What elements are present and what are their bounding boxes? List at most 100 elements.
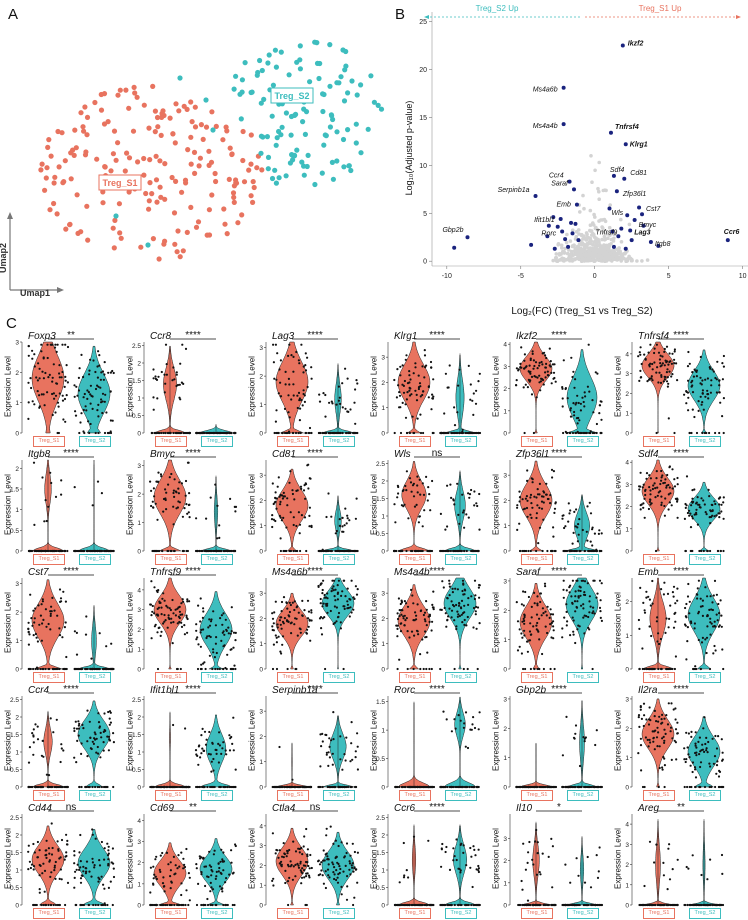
violin-point-s1 bbox=[62, 418, 64, 420]
violin-point-s2 bbox=[85, 405, 87, 407]
violin-point-s1 bbox=[174, 478, 176, 480]
violin-point-s1 bbox=[667, 376, 669, 378]
violin-point-s2 bbox=[98, 721, 100, 723]
violin-point-s1 bbox=[65, 656, 67, 658]
umap-point-s1 bbox=[153, 129, 158, 134]
violin-point-s1 bbox=[52, 731, 54, 733]
violin-point-s2 bbox=[443, 432, 445, 434]
violin-point-s2 bbox=[474, 727, 476, 729]
violin-point-s1 bbox=[64, 398, 66, 400]
violin-point-s1 bbox=[175, 432, 177, 434]
violin-point-s2 bbox=[702, 499, 704, 501]
violin-point-s1 bbox=[306, 357, 308, 359]
violin-point-s1 bbox=[300, 632, 302, 634]
violin-point-s1 bbox=[672, 591, 674, 593]
violin-point-s1 bbox=[36, 786, 38, 788]
violin-point-s2 bbox=[456, 483, 458, 485]
volcano-point-sig bbox=[563, 237, 567, 241]
violin-point-s2 bbox=[342, 517, 344, 519]
umap-point-s1 bbox=[111, 151, 116, 156]
violin-point-s2 bbox=[714, 432, 716, 434]
violin-point-s1 bbox=[164, 383, 166, 385]
volcano-point-nonsig bbox=[583, 236, 587, 240]
violin-point-s2 bbox=[331, 402, 333, 404]
violin-point-s1 bbox=[278, 368, 280, 370]
violin-point-s2 bbox=[214, 668, 216, 670]
violin-point-s2 bbox=[90, 403, 92, 405]
violin-point-s1 bbox=[153, 586, 155, 588]
violin-point-s1 bbox=[150, 490, 152, 492]
violin-point-s2 bbox=[723, 366, 725, 368]
violin-point-s2 bbox=[229, 749, 231, 751]
umap-point-s2 bbox=[259, 101, 264, 106]
violin-point-s1 bbox=[288, 344, 290, 346]
violin-point-s1 bbox=[181, 482, 183, 484]
violin-point-s2 bbox=[231, 630, 233, 632]
violin-point-s1 bbox=[414, 611, 416, 613]
violin-point-s2 bbox=[455, 728, 457, 730]
violin-point-s1 bbox=[549, 494, 551, 496]
violin-point-s1 bbox=[658, 372, 660, 374]
violin-point-s2 bbox=[455, 550, 457, 552]
violin-point-s2 bbox=[200, 631, 202, 633]
violin-point-s2 bbox=[475, 606, 477, 608]
violin-ytick-label: 1 bbox=[259, 402, 263, 409]
violin-ytick-label: 1 bbox=[15, 507, 19, 514]
violin-point-s1 bbox=[525, 365, 527, 367]
violin-point-s2 bbox=[219, 786, 221, 788]
violin-point-s1 bbox=[428, 493, 430, 495]
volcano-ytick-label: 5 bbox=[423, 211, 427, 218]
umap-point-s2 bbox=[203, 97, 208, 102]
violin-point-s2 bbox=[687, 397, 689, 399]
violin-point-s1 bbox=[671, 353, 673, 355]
violin-point-s2 bbox=[337, 598, 339, 600]
violin-point-s1 bbox=[66, 668, 68, 670]
violin-ytick-label: 2 bbox=[503, 386, 507, 393]
violin-point-s2 bbox=[94, 739, 96, 741]
umap-point-s1 bbox=[80, 124, 85, 129]
violin-point-s1 bbox=[304, 484, 306, 486]
violin-point-s2 bbox=[463, 624, 465, 626]
violin-point-s2 bbox=[210, 497, 212, 499]
violin-point-s2 bbox=[76, 395, 78, 397]
violin-point-s2 bbox=[113, 372, 115, 374]
violin-point-s2 bbox=[109, 668, 111, 670]
violin-point-s2 bbox=[216, 550, 218, 552]
violin-point-s2 bbox=[573, 414, 575, 416]
violin-point-s2 bbox=[327, 786, 329, 788]
violin-point-s1 bbox=[405, 417, 407, 419]
violin-point-s2 bbox=[210, 618, 212, 620]
violin-point-s1 bbox=[544, 583, 546, 585]
violin-point-s2 bbox=[449, 484, 451, 486]
umap-point-s1 bbox=[99, 108, 104, 113]
violin-point-s2 bbox=[463, 722, 465, 724]
umap-point-s2 bbox=[265, 60, 270, 65]
violin-point-s2 bbox=[97, 746, 99, 748]
violin-point-s1 bbox=[180, 602, 182, 604]
violin-point-s1 bbox=[545, 363, 547, 365]
violin-point-s1 bbox=[152, 507, 154, 509]
violin-point-s2 bbox=[333, 623, 335, 625]
violin-point-s1 bbox=[416, 394, 418, 396]
violin-point-s1 bbox=[53, 398, 55, 400]
volcano-point-nonsig bbox=[619, 218, 623, 222]
violin-point-s2 bbox=[454, 668, 456, 670]
violin-point-s1 bbox=[175, 786, 177, 788]
violin-point-s2 bbox=[225, 550, 227, 552]
volcano-point-nonsig bbox=[595, 255, 599, 259]
violin-point-s1 bbox=[29, 746, 31, 748]
violin-point-s2 bbox=[338, 612, 340, 614]
violin-point-s2 bbox=[465, 513, 467, 515]
umap-point-s1 bbox=[51, 201, 56, 206]
violin-point-s1 bbox=[422, 390, 424, 392]
violin-point-s1 bbox=[272, 668, 274, 670]
violin-point-s1 bbox=[404, 600, 406, 602]
umap-point-s1 bbox=[108, 168, 113, 173]
violin-point-s1 bbox=[550, 608, 552, 610]
violin-point-s1 bbox=[305, 432, 307, 434]
